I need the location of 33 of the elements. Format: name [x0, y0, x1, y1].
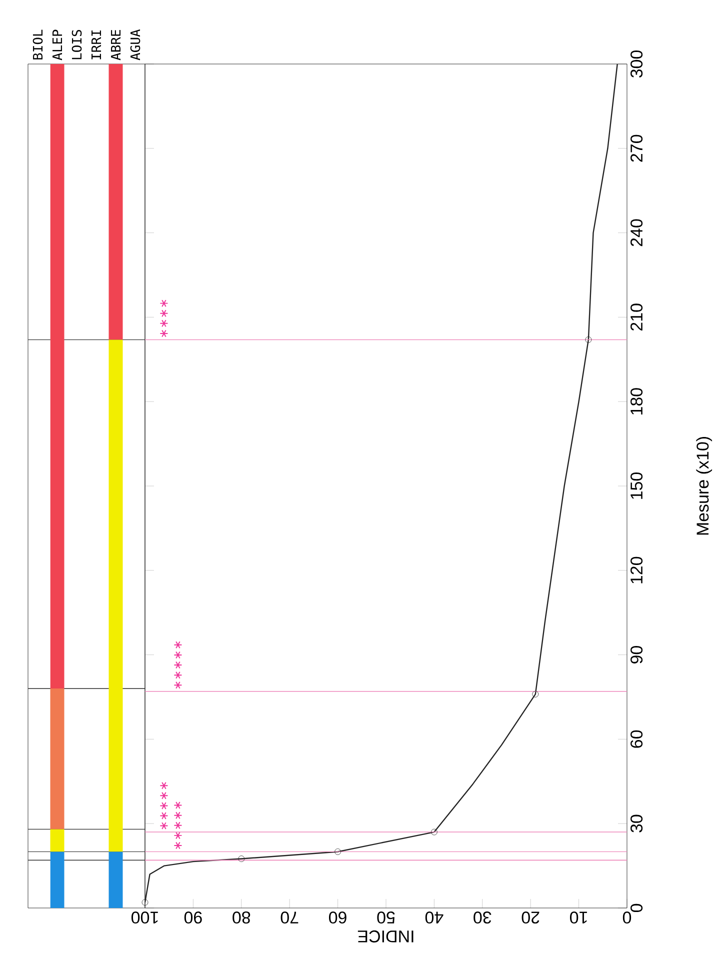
x-tick-label: ALEP — [52, 30, 62, 60]
x-tick-label: LOIS — [72, 30, 82, 60]
x-tick-label: 40 — [425, 912, 444, 924]
x-tick-label: IRRI — [91, 30, 101, 60]
y-tick-label: 240 — [630, 219, 642, 246]
x-tick-label: 70 — [280, 912, 298, 924]
x-tick-label: 20 — [522, 912, 540, 924]
x-tick-label: 90 — [184, 912, 202, 924]
ref-line-label: ∗∗∗∗ — [160, 300, 168, 337]
x-tick-label: AGUA — [130, 29, 140, 60]
y-tick-label: 30 — [630, 814, 642, 832]
y-tick-label: 60 — [630, 730, 642, 748]
x-axis-title: INDICE — [358, 930, 414, 942]
y-tick-label: 300 — [630, 50, 642, 78]
y-tick-label: 210 — [630, 304, 642, 331]
x-tick-label: 10 — [570, 912, 587, 924]
y-tick-label: 180 — [630, 388, 642, 414]
y-axis-title: Mesure (x10) — [696, 437, 712, 535]
x-tick-label: BIOL — [32, 30, 42, 60]
ref-line-label: ∗∗∗∗∗ — [174, 641, 182, 689]
ref-line-label: ∗∗∗∗∗ — [174, 802, 182, 850]
x-tick-label: 80 — [232, 912, 250, 924]
x-tick-label: 50 — [377, 912, 395, 924]
x-tick-label: ABRE — [110, 30, 120, 60]
ref-line-label: ∗∗∗∗∗ — [160, 782, 168, 830]
y-tick-label: 120 — [630, 556, 642, 584]
x-tick-label: 100 — [131, 912, 158, 924]
y-tick-label: 90 — [630, 646, 642, 664]
y-tick-label: 150 — [630, 472, 642, 499]
y-tick-label: 270 — [630, 134, 642, 162]
y-tick-label: 0 — [630, 904, 642, 912]
x-tick-label: 60 — [328, 912, 346, 924]
x-tick-label: 30 — [473, 912, 492, 924]
